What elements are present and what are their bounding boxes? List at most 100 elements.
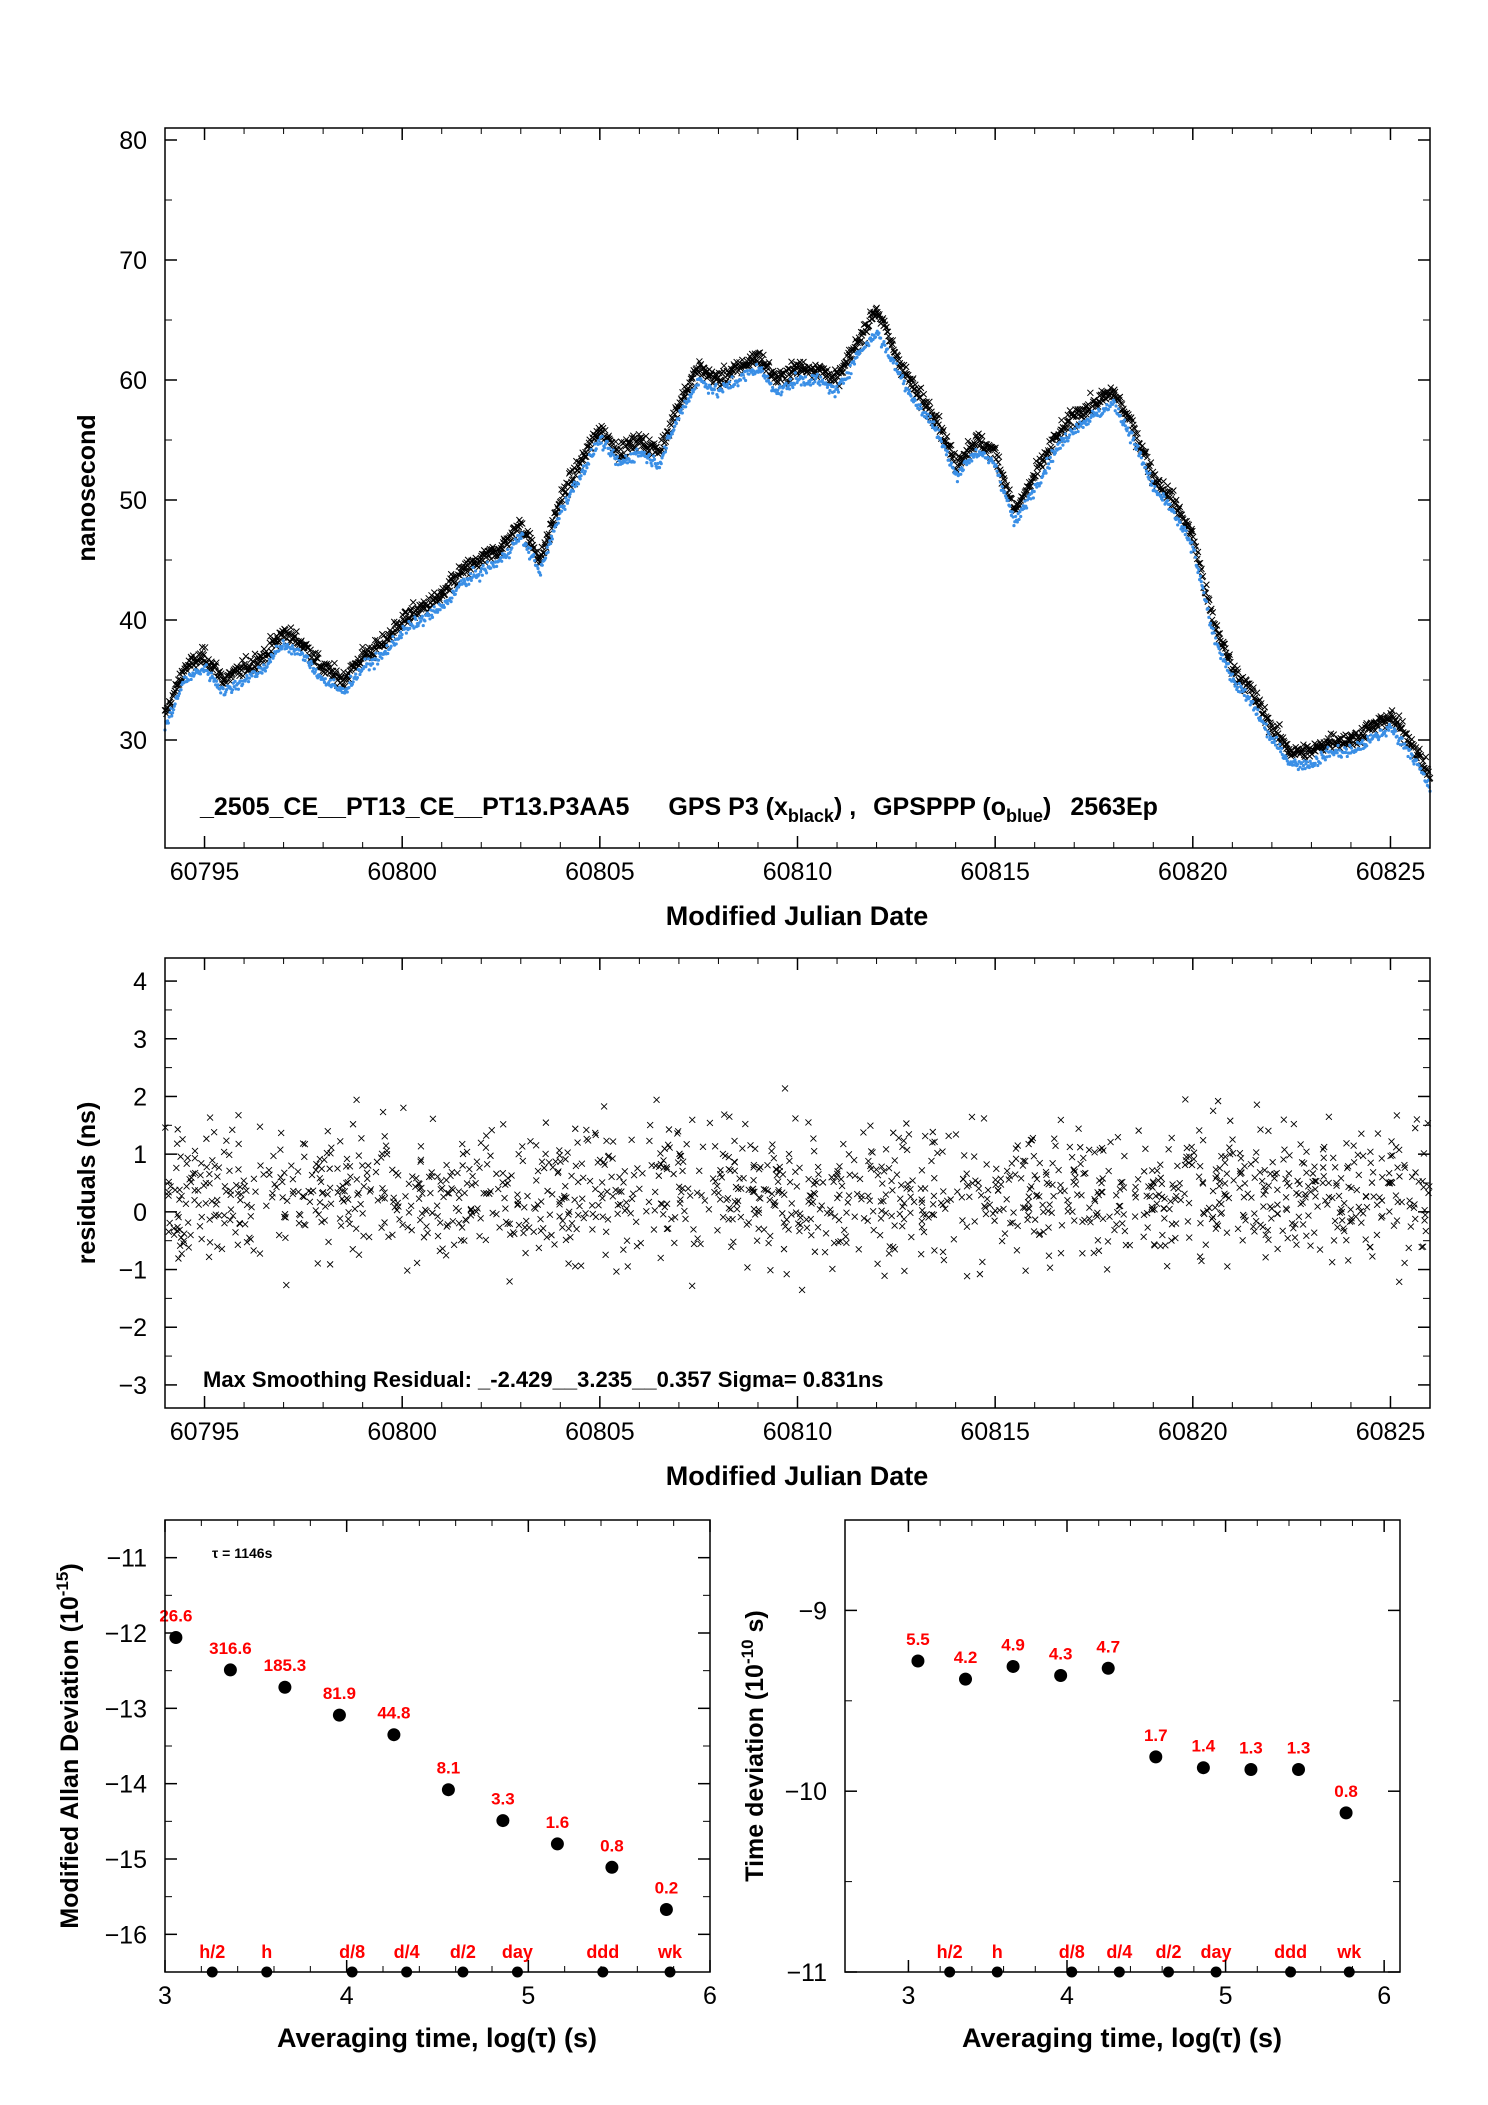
top-black-point (888, 342, 895, 350)
residual-point (867, 1122, 874, 1129)
residual-point (1390, 1222, 1398, 1229)
residual-point (907, 1233, 915, 1241)
top-blue-point (653, 462, 657, 466)
top-blue-point (1183, 532, 1187, 537)
residual-point (1055, 1166, 1062, 1174)
residual-point (248, 1203, 255, 1211)
residual-point (945, 1132, 952, 1140)
top-black-point (359, 643, 366, 651)
residual-point (1260, 1183, 1268, 1191)
residual-point (1305, 1212, 1312, 1219)
top-blue-point (699, 377, 703, 381)
residual-point (344, 1179, 352, 1186)
residual-point (1297, 1141, 1304, 1148)
top-blue-point (965, 463, 969, 467)
residual-point (921, 1132, 929, 1140)
residual-point (1302, 1190, 1309, 1198)
residual-point (1014, 1142, 1022, 1149)
top-blue-point (546, 550, 550, 554)
residual-point (1307, 1242, 1314, 1250)
top-blue-point (532, 552, 536, 557)
top-black-point (894, 352, 902, 360)
residual-point (1252, 1156, 1259, 1164)
residual-point (1196, 1253, 1204, 1260)
residual-point (1285, 1182, 1293, 1190)
residual-point (1214, 1222, 1222, 1229)
top-blue-point (1376, 738, 1381, 742)
residual-point (402, 1193, 409, 1200)
top-black-point (1419, 757, 1427, 765)
residual-point (184, 1154, 192, 1162)
residual-point (232, 1228, 239, 1236)
residual-point (281, 1210, 289, 1218)
top-blue-point (754, 362, 759, 367)
res-xtick-label: 60805 (565, 1418, 635, 1446)
residual-point (1373, 1231, 1381, 1239)
mdev-point-label: 3.3 (491, 1790, 515, 1809)
top-blue-point (693, 387, 697, 391)
top-blue-point (601, 448, 605, 452)
top-blue-point (438, 608, 442, 612)
residual-point (1350, 1159, 1358, 1166)
residual-point (1204, 1207, 1211, 1215)
residual-point (208, 1197, 216, 1205)
residual-point (1025, 1140, 1032, 1148)
top-blue-point (282, 642, 286, 646)
top-blue-point (510, 546, 514, 550)
top-blue-point (459, 579, 463, 583)
residual-point (1230, 1176, 1237, 1184)
residual-point (898, 1222, 906, 1230)
top-black-point (1060, 425, 1068, 432)
top-black-point (1234, 668, 1242, 676)
top-blue-point (1095, 413, 1100, 418)
residual-point (1316, 1246, 1324, 1253)
top-blue-point (548, 539, 552, 543)
top-blue-point (562, 504, 566, 508)
top-blue-point (1204, 599, 1208, 604)
top-blue-point (649, 461, 653, 465)
mdev-marker-label: d/4 (394, 1942, 420, 1962)
residual-point (1342, 1236, 1350, 1244)
residual-point (565, 1260, 572, 1267)
top-blue-point (1301, 764, 1306, 768)
residual-point (834, 1238, 842, 1246)
res-xtick-label: 60815 (960, 1418, 1030, 1446)
top-blue-point (668, 434, 673, 438)
residual-point (1066, 1143, 1074, 1151)
top-blue-point (506, 547, 510, 552)
residual-point (836, 1163, 843, 1170)
top-blue-point (1066, 439, 1070, 443)
residual-point (358, 1134, 365, 1142)
top-blue-point (721, 390, 725, 394)
top-blue-point (819, 375, 823, 379)
top-blue-point (1315, 757, 1319, 761)
residual-point (979, 1258, 986, 1266)
top-black-point (293, 628, 300, 635)
top-blue-point (177, 691, 181, 696)
residual-point (461, 1189, 468, 1197)
residual-point (1368, 1179, 1376, 1186)
top-blue-point (355, 675, 360, 680)
residual-point (882, 1209, 890, 1217)
top-plot-frame (164, 127, 1431, 849)
residual-point (1176, 1179, 1184, 1187)
residual-point (1068, 1153, 1076, 1161)
residual-point (959, 1175, 967, 1183)
top-blue-point (351, 680, 355, 684)
top-blue-point (776, 388, 780, 393)
residual-point (434, 1232, 442, 1240)
residual-point (236, 1183, 244, 1191)
residual-point (577, 1262, 585, 1269)
residual-point (586, 1177, 594, 1185)
top-blue-point (309, 659, 313, 663)
residual-point (175, 1213, 182, 1221)
top-blue-point (831, 385, 835, 389)
top-blue-point (349, 674, 353, 678)
residual-point (1050, 1192, 1057, 1200)
top-blue-point (1178, 520, 1182, 525)
top-blue-point (1305, 760, 1309, 764)
residual-point (534, 1167, 542, 1175)
top-blue-point (1264, 722, 1268, 726)
top-black-point (371, 636, 379, 644)
top-black-point (1141, 450, 1149, 457)
